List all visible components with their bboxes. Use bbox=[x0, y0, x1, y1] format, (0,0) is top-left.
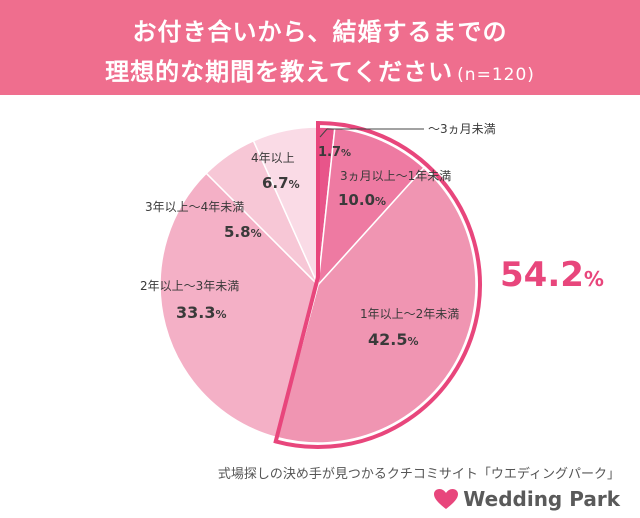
highlight-outline bbox=[273, 120, 482, 449]
slice-value-1: 10.0% bbox=[338, 191, 386, 209]
chart-title-line2-text: 理想的な期間を教えてください bbox=[105, 58, 454, 86]
slice-value-0: 1.7% bbox=[318, 145, 351, 160]
pie-slice-1 bbox=[317, 127, 426, 288]
brand-logo: Wedding Park bbox=[433, 486, 620, 512]
slice-label-1: 3ヵ月以上〜1年未満 bbox=[340, 169, 451, 183]
pie-slice-3 bbox=[159, 172, 319, 439]
slice-value-3: 33.3% bbox=[176, 303, 227, 322]
chart-title-line2: 理想的な期間を教えてください (n=120) bbox=[0, 52, 640, 87]
slice-label-2: 1年以上〜2年未満 bbox=[360, 307, 459, 321]
source-credit: 式場探しの決め手が見つかるクチコミサイト「ウエディングパーク」 bbox=[217, 467, 620, 482]
highlight-total: 54.2% bbox=[500, 255, 604, 295]
slice-value-4: 5.8% bbox=[224, 223, 262, 241]
pie-slice-2 bbox=[275, 166, 477, 444]
slice-value-5: 6.7% bbox=[262, 174, 300, 192]
pie-slices bbox=[159, 126, 477, 444]
leader-line-slice-0-tick bbox=[319, 128, 328, 138]
slice-value-2: 42.5% bbox=[368, 330, 419, 349]
sample-size: (n=120) bbox=[457, 65, 535, 85]
chart-title-line1: お付き合いから、結婚するまでの bbox=[132, 18, 508, 46]
header-banner: お付き合いから、結婚するまでの 理想的な期間を教えてください (n=120) bbox=[0, 0, 640, 95]
heart-icon bbox=[434, 489, 459, 509]
slice-label-0: 〜3ヵ月未満 bbox=[428, 122, 496, 136]
slice-label-4: 3年以上〜4年未満 bbox=[145, 200, 244, 214]
slice-label-3: 2年以上〜3年未満 bbox=[140, 279, 239, 293]
slice-label-5: 4年以上 bbox=[251, 151, 295, 165]
brand-name: Wedding Park bbox=[463, 487, 620, 511]
